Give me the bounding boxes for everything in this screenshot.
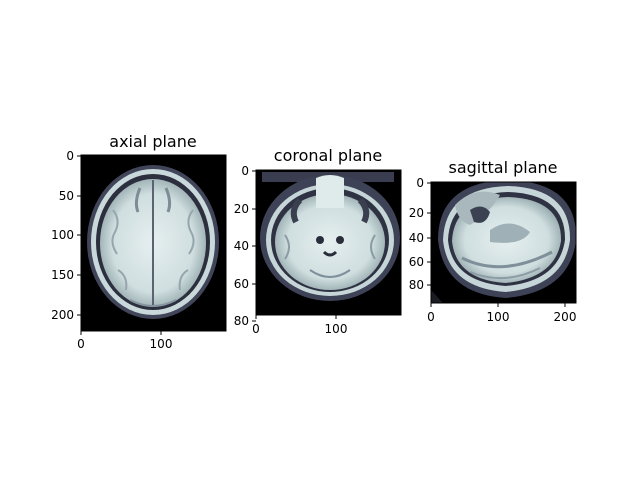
coronal-title: coronal plane	[274, 146, 382, 165]
axial-x-axis: 0 100	[77, 331, 172, 351]
sagittal-ytick: 80	[409, 278, 424, 292]
sagittal-panel: sagittal plane 0 20 40 60 80	[409, 158, 577, 324]
coronal-ytick: 0	[241, 164, 249, 178]
axial-ytick: 50	[59, 189, 74, 203]
coronal-panel: coronal plane 0 20 40 60	[234, 146, 402, 336]
coronal-ytick: 40	[234, 239, 249, 253]
sagittal-image	[431, 182, 576, 303]
sagittal-ytick: 20	[409, 206, 424, 220]
coronal-x-axis: 0 100	[252, 315, 347, 336]
axial-ytick: 100	[51, 228, 74, 242]
sagittal-xtick: 100	[487, 310, 510, 324]
coronal-image	[256, 170, 401, 315]
coronal-y-axis: 0 20 40 60 80	[234, 164, 256, 328]
coronal-ytick: 80	[234, 314, 249, 328]
sagittal-x-axis: 0 100 200	[427, 303, 576, 324]
sagittal-xtick: 200	[554, 310, 577, 324]
axial-ytick: 150	[51, 268, 74, 282]
axial-xtick: 100	[150, 337, 173, 351]
coronal-frame	[255, 169, 402, 316]
coronal-xtick: 100	[325, 322, 348, 336]
axial-y-axis: 0 50 100 150 200	[51, 149, 81, 322]
coronal-ytick: 20	[234, 202, 249, 216]
axial-ytick: 200	[51, 308, 74, 322]
sagittal-ytick: 40	[409, 231, 424, 245]
coronal-xtick: 0	[252, 322, 260, 336]
sagittal-xtick: 0	[427, 310, 435, 324]
sagittal-ytick: 60	[409, 255, 424, 269]
axial-xtick: 0	[77, 337, 85, 351]
axial-ytick: 0	[66, 149, 74, 163]
sagittal-frame	[430, 181, 577, 304]
axial-image	[81, 155, 226, 331]
axial-panel: axial plane 0 50 100 150 200	[51, 132, 227, 351]
axial-title: axial plane	[109, 132, 196, 151]
sagittal-y-axis: 0 20 40 60 80	[409, 176, 431, 292]
coronal-ytick: 60	[234, 277, 249, 291]
axial-frame	[80, 154, 227, 332]
sagittal-ytick: 0	[416, 176, 424, 190]
sagittal-title: sagittal plane	[448, 158, 557, 177]
